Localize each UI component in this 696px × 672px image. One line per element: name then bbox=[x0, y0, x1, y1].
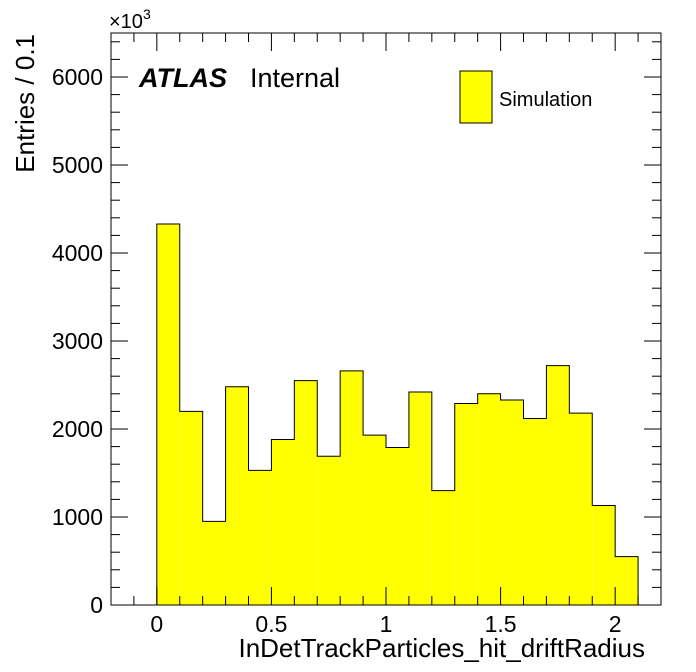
histogram-bar-11 bbox=[408, 392, 432, 605]
histogram-bar-16 bbox=[523, 418, 547, 605]
y-axis-label: Entries / 0.1 bbox=[10, 34, 40, 173]
legend-swatch bbox=[459, 70, 493, 124]
x-tick-label-1: 0.5 bbox=[255, 611, 287, 637]
legend: Simulation bbox=[459, 70, 592, 124]
y-axis-multiplier: ×103 bbox=[109, 6, 151, 33]
x-tick-label-0: 0 bbox=[150, 611, 163, 637]
histogram-bar-10 bbox=[386, 447, 409, 605]
y-tick-label-2: 2000 bbox=[52, 416, 103, 442]
histogram-outline bbox=[156, 223, 639, 605]
x-axis-label: InDetTrackParticles_hit_driftRadius bbox=[238, 633, 645, 663]
histogram-bar-4 bbox=[248, 470, 272, 605]
histogram-bar-9 bbox=[363, 435, 386, 605]
histogram-bar-18 bbox=[569, 413, 593, 605]
atlas-label: ATLAS bbox=[138, 63, 227, 93]
y-tick-label-1: 1000 bbox=[52, 504, 103, 530]
histogram-bar-12 bbox=[431, 490, 455, 605]
y-axis-multiplier-exponent: 3 bbox=[143, 6, 151, 22]
x-tick-label-3: 1.5 bbox=[485, 611, 517, 637]
histogram-bar-2 bbox=[202, 521, 226, 605]
histogram-bar-3 bbox=[225, 386, 249, 605]
status-label: Internal bbox=[250, 63, 340, 93]
histogram-bar-19 bbox=[592, 505, 616, 605]
tick-labels: 0 0.5 1 1.5 2 0 1000 2000 3000 4000 5000 6000 bbox=[52, 64, 622, 637]
x-tick-label-2: 1 bbox=[380, 611, 393, 637]
y-tick-label-6: 6000 bbox=[52, 64, 103, 90]
histogram-bar-17 bbox=[546, 365, 570, 605]
histogram-bar-13 bbox=[454, 403, 478, 605]
y-tick-label-3: 3000 bbox=[52, 328, 103, 354]
x-tick-label-4: 2 bbox=[609, 611, 622, 637]
histogram-bar-5 bbox=[271, 439, 295, 605]
histogram-bar-8 bbox=[340, 370, 364, 605]
histogram-bar-7 bbox=[317, 456, 341, 605]
plot-frame bbox=[110, 32, 662, 606]
histogram-bar-15 bbox=[500, 399, 524, 605]
legend-entry-simulation: Simulation bbox=[499, 89, 592, 111]
y-tick-label-4: 4000 bbox=[52, 240, 103, 266]
histogram-bar-20 bbox=[615, 556, 639, 605]
histogram-bar-14 bbox=[477, 393, 501, 605]
histogram-bars bbox=[156, 223, 639, 605]
histogram-bar-6 bbox=[294, 380, 318, 605]
y-tick-label-0: 0 bbox=[90, 592, 103, 618]
axis-ticks bbox=[110, 33, 662, 606]
histogram-bar-0 bbox=[156, 223, 180, 605]
histogram-bar-1 bbox=[179, 411, 203, 605]
y-tick-label-5: 5000 bbox=[52, 152, 103, 178]
